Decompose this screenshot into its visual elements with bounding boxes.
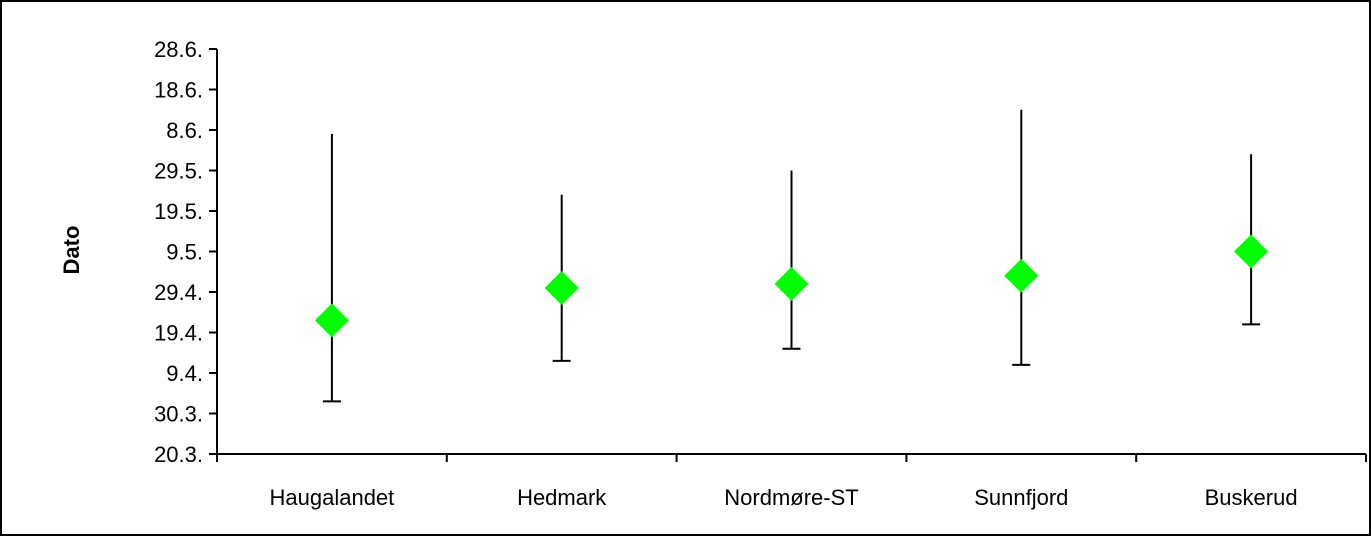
category-label: Nordmøre-ST [724, 485, 858, 510]
mean-marker [1004, 258, 1039, 293]
y-tick-label: 29.4. [154, 280, 203, 305]
y-tick-label: 29.5. [154, 159, 203, 184]
y-tick-label: 20.3. [154, 442, 203, 467]
y-axis-label: Dato [59, 226, 84, 275]
category-label: Buskerud [1205, 485, 1298, 510]
y-tick-label: 19.4. [154, 321, 203, 346]
markers [314, 234, 1269, 338]
y-tick-label: 19.5. [154, 199, 203, 224]
y-tick-label: 9.5. [166, 240, 203, 265]
y-ticks: 20.3. 30.3. 9.4. 19.4. 29.4. 9.5. 19.5. 29.5. 8.… [154, 37, 217, 467]
category-label: Hedmark [517, 485, 607, 510]
y-tick-label: 8.6. [166, 118, 203, 143]
mean-marker [544, 270, 579, 305]
category-label: Haugalandet [270, 485, 395, 510]
y-tick-label: 18.6. [154, 78, 203, 103]
y-tick-label: 28.6. [154, 37, 203, 62]
mean-marker [1234, 234, 1269, 269]
mean-marker [774, 266, 809, 301]
y-tick-label: 30.3. [154, 402, 203, 427]
y-tick-label: 9.4. [166, 361, 203, 386]
mean-marker [314, 303, 349, 338]
category-label: Sunnfjord [974, 485, 1068, 510]
x-ticks: Haugalandet Hedmark Nordmøre-ST Sunnfjord Bu… [216, 454, 1367, 510]
